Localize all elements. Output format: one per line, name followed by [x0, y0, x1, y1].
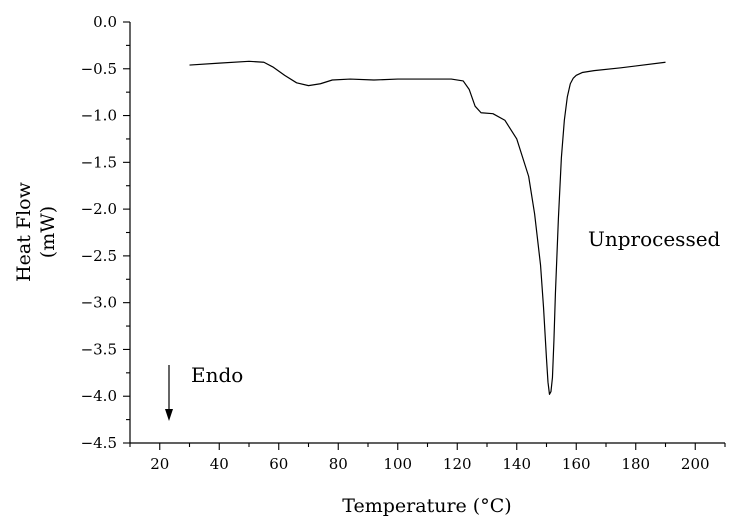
x-axis-title: Temperature (°C)	[342, 495, 511, 517]
x-tick-label: 120	[443, 455, 472, 473]
x-tick-label: 40	[210, 455, 229, 473]
x-tick-label: 140	[502, 455, 531, 473]
y-tick-label: −0.5	[81, 60, 117, 78]
x-tick-label: 100	[383, 455, 412, 473]
y-tick-label: −1.5	[81, 153, 117, 171]
series-label-unprocessed: Unprocessed	[588, 227, 721, 251]
y-axis-title-line2: (mW)	[37, 206, 59, 258]
y-axis-title-line1: Heat Flow	[13, 181, 35, 282]
y-tick-label: −1.0	[81, 107, 117, 125]
y-tick-label: −3.0	[81, 294, 117, 312]
y-tick-label: −4.0	[81, 387, 117, 405]
y-tick-label: −3.5	[81, 340, 117, 358]
endo-label: Endo	[191, 363, 243, 387]
x-tick-label: 20	[150, 455, 169, 473]
endo-arrow	[165, 365, 173, 421]
x-tick-label: 160	[562, 455, 591, 473]
x-tick-label: 180	[621, 455, 650, 473]
y-tick-label: −4.5	[81, 434, 117, 452]
y-tick-label: −2.0	[81, 200, 117, 218]
ticks: 20 40 60 80 100 120 140 160 180 200 0.0 −0.5 −1.0 −1.…	[81, 13, 726, 473]
y-tick-label: −2.5	[81, 247, 117, 265]
x-tick-label: 200	[681, 455, 710, 473]
series-line-unprocessed	[189, 60, 666, 395]
plot-area	[189, 60, 666, 395]
y-tick-label: 0.0	[93, 13, 117, 31]
x-tick-label: 60	[269, 455, 288, 473]
x-tick-label: 80	[329, 455, 348, 473]
